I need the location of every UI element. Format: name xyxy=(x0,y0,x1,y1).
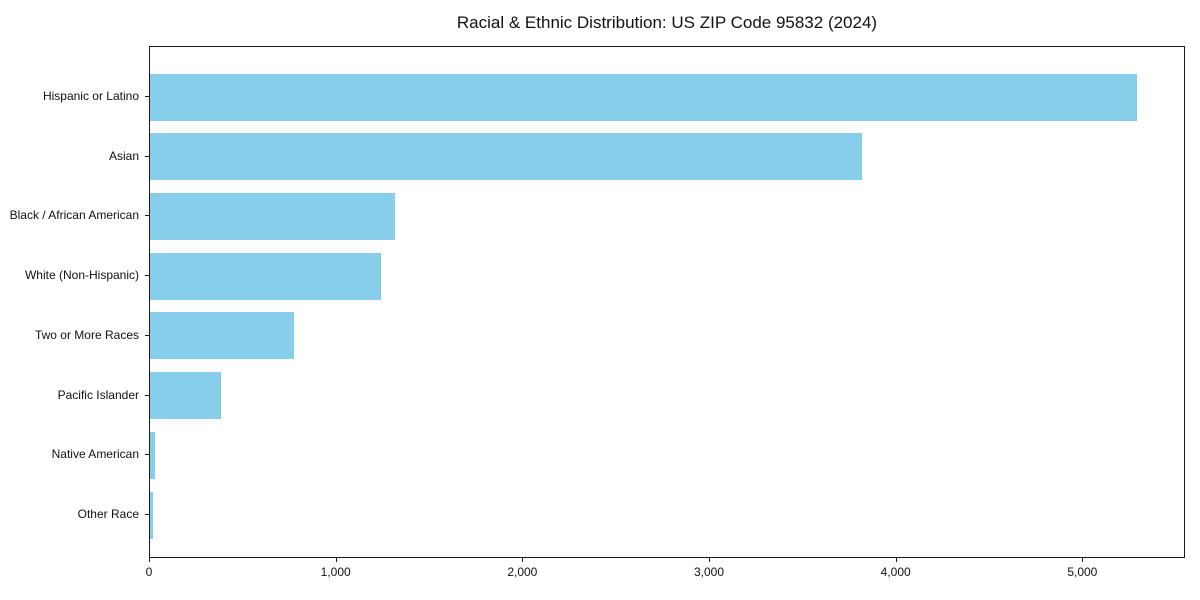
x-tick-label: 1,000 xyxy=(320,565,351,579)
y-tick-mark xyxy=(145,394,149,396)
category-label: Two or More Races xyxy=(34,327,139,342)
category-label: Black / African American xyxy=(9,208,139,223)
bar xyxy=(150,372,221,420)
bar xyxy=(150,312,294,360)
x-tick-mark xyxy=(895,558,897,562)
category-label: Hispanic or Latino xyxy=(42,89,139,103)
bar xyxy=(150,192,395,240)
y-tick-mark xyxy=(145,96,149,97)
x-tick-label: 2,000 xyxy=(507,565,538,579)
chart-title: Racial & Ethnic Distribution: US ZIP Cod… xyxy=(456,13,878,32)
category-label: Pacific Islander xyxy=(57,387,139,402)
bar xyxy=(150,133,863,181)
bar xyxy=(150,491,153,539)
bar xyxy=(150,73,1138,121)
y-tick-mark xyxy=(145,155,149,157)
category-label: Native American xyxy=(51,447,139,462)
x-tick-label: 4,000 xyxy=(880,565,911,579)
x-tick-mark xyxy=(335,558,337,562)
y-tick-mark xyxy=(145,514,149,515)
y-tick-mark xyxy=(145,454,149,456)
x-tick-label: 3,000 xyxy=(693,565,725,579)
x-tick-label: 5,000 xyxy=(1067,565,1098,579)
x-tick-mark xyxy=(709,558,710,562)
x-tick-mark xyxy=(1082,558,1084,562)
bar xyxy=(150,252,381,300)
x-tick-label: 0 xyxy=(145,565,153,579)
y-tick-mark xyxy=(145,215,149,217)
y-tick-mark xyxy=(145,275,149,277)
category-label: Other Race xyxy=(77,507,139,521)
plot-area xyxy=(149,46,1185,558)
bar xyxy=(150,431,155,479)
category-label: Asian xyxy=(108,148,139,163)
category-label: White (Non-Hispanic) xyxy=(24,268,139,283)
x-tick-mark xyxy=(149,558,150,562)
x-tick-mark xyxy=(522,558,524,562)
y-tick-mark xyxy=(145,334,149,336)
